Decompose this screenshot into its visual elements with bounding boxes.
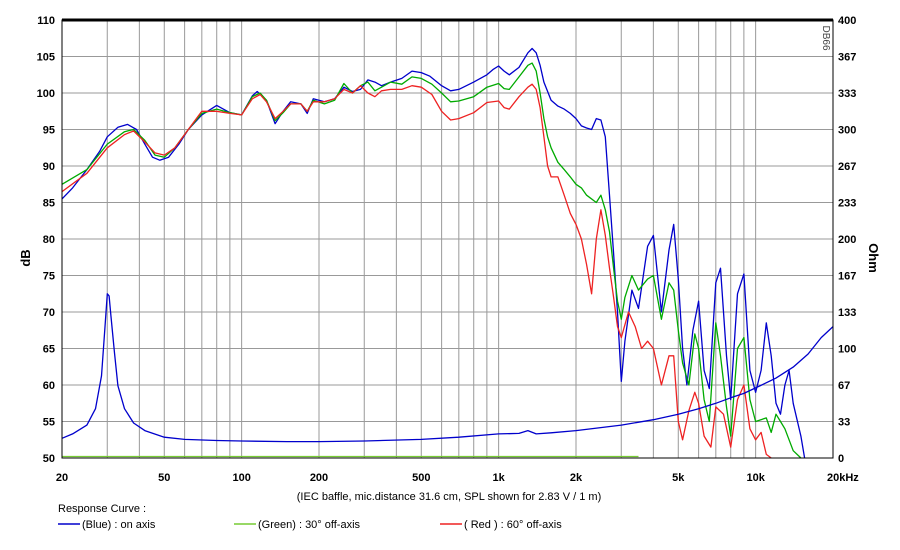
- vertical-mark: DB66: [820, 25, 831, 50]
- y-axis-right-title: Ohm: [866, 243, 881, 273]
- x-tick-label: 20: [56, 472, 68, 484]
- legend-label: (Green) : 30° off-axis: [258, 519, 361, 531]
- series-line-4: [61, 293, 834, 443]
- legend-title: Response Curve :: [58, 503, 146, 515]
- y-tick-label: 85: [43, 198, 55, 210]
- measurement-note: (IEC baffle, mic.distance 31.6 cm, SPL s…: [297, 491, 601, 503]
- y-right-tick-label: 400: [838, 15, 856, 27]
- y-tick-label: 90: [43, 161, 55, 173]
- x-tick-label: 100: [232, 472, 250, 484]
- y-tick-label: 105: [37, 52, 55, 64]
- y-right-tick-label: 33: [838, 417, 850, 429]
- x-tick-label: 500: [412, 472, 430, 484]
- y-tick-label: 95: [43, 125, 55, 137]
- x-tick-label: 5k: [672, 472, 685, 484]
- x-tick-label: 50: [158, 472, 170, 484]
- y-right-tick-label: 133: [838, 307, 856, 319]
- legend-label: (Blue) : on axis: [82, 519, 156, 531]
- plot-grid: [62, 20, 833, 458]
- x-tick-label: 2k: [570, 472, 583, 484]
- y-right-tick-label: 0: [838, 453, 844, 465]
- y-tick-label: 100: [37, 88, 55, 100]
- series-line-2: [61, 62, 802, 459]
- y-axis-right-ticks: 0 33 67 100 133 167 200 233 267 300 333 367 400: [838, 15, 856, 465]
- y-right-tick-label: 300: [838, 125, 856, 137]
- y-tick-label: 70: [43, 307, 55, 319]
- x-tick-label: 200: [310, 472, 328, 484]
- y-tick-label: 80: [43, 234, 55, 246]
- y-tick-label: 50: [43, 453, 55, 465]
- y-right-tick-label: 333: [838, 88, 856, 100]
- y-tick-label: 55: [43, 417, 55, 429]
- y-right-tick-label: 167: [838, 271, 856, 283]
- y-tick-label: 75: [43, 271, 55, 283]
- x-tick-label: 20kHz: [827, 472, 859, 484]
- legend-label: ( Red ) : 60° off-axis: [464, 519, 562, 531]
- x-tick-label: 10k: [746, 472, 765, 484]
- y-tick-label: 65: [43, 344, 55, 356]
- x-axis-ticks: 20 50 100 200 500 1k 2k 5k 10k 20kHz: [56, 472, 859, 484]
- y-axis-left-ticks: 50 55 60 65 70 75 80 85 90 95 100 105 110: [37, 15, 55, 465]
- y-right-tick-label: 200: [838, 234, 856, 246]
- x-tick-label: 1k: [493, 472, 506, 484]
- y-right-tick-label: 367: [838, 52, 856, 64]
- y-tick-label: 110: [37, 15, 55, 27]
- y-right-tick-label: 100: [838, 344, 856, 356]
- y-tick-label: 60: [43, 380, 55, 392]
- y-axis-left-title: dB: [18, 249, 33, 266]
- y-right-tick-label: 233: [838, 198, 856, 210]
- y-right-tick-label: 67: [838, 380, 850, 392]
- y-right-tick-label: 267: [838, 161, 856, 173]
- plot-curves: [61, 47, 834, 459]
- series-line-3: [61, 83, 772, 459]
- legend: (Blue) : on axis (Green) : 30° off-axis ( …: [58, 519, 562, 531]
